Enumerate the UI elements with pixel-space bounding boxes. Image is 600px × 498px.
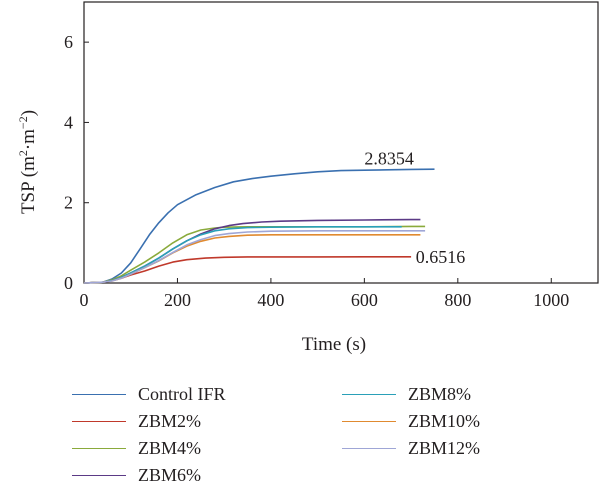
y-tick-label: 6: [64, 32, 73, 52]
x-tick-label: 200: [164, 290, 191, 310]
x-tick-label: 600: [351, 290, 378, 310]
plot-frame: [83, 1, 599, 284]
series-line-zbm12-: [83, 230, 426, 284]
data-annotation: 0.6516: [416, 247, 466, 267]
x-tick-label: 1000: [533, 290, 569, 310]
x-tick-label: 0: [80, 290, 89, 310]
series-line-zbm10-: [83, 234, 421, 284]
series-lines: [83, 168, 435, 284]
x-axis-label: Time (s): [302, 334, 366, 355]
data-annotation: 2.8354: [364, 149, 414, 169]
y-tick-label: 4: [64, 112, 73, 132]
y-axis-label: TSP (m2·m−2): [16, 110, 39, 214]
x-tick-label: 800: [444, 290, 471, 310]
x-tick-label: 400: [257, 290, 284, 310]
y-tick-label: 2: [64, 193, 73, 213]
axes: 0 200 400 600 800 1000 0 2 4 6: [64, 1, 599, 310]
series-line-control-ifr: [83, 168, 435, 284]
y-tick-label: 0: [64, 273, 73, 293]
annotations: 2.8354 0.6516: [364, 149, 465, 267]
